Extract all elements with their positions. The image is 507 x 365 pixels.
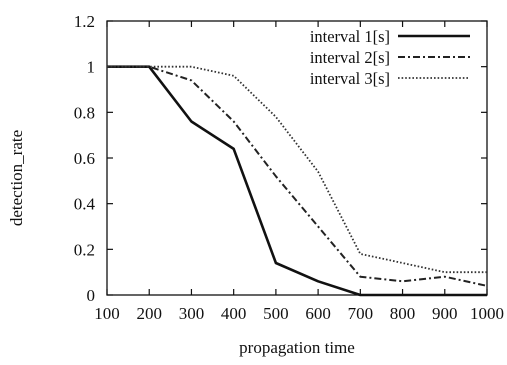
x-tick-label: 100 xyxy=(94,304,120,323)
x-tick-label: 1000 xyxy=(470,304,504,323)
series-line-2 xyxy=(107,65,488,287)
x-tick-label: 900 xyxy=(432,304,458,323)
x-tick-label: 300 xyxy=(179,304,205,323)
x-tick-label: 600 xyxy=(305,304,331,323)
legend: interval 1[s] interval 2[s] interval 3[s] xyxy=(310,27,470,88)
y-axis: 0 0.2 0.4 0.6 0.8 1 1.2 xyxy=(74,12,487,305)
x-tick-label: 700 xyxy=(348,304,374,323)
legend-label-1: interval 1[s] xyxy=(310,27,390,46)
plot-frame xyxy=(106,20,488,296)
x-axis: 100 200 300 400 500 600 700 800 900 1000 xyxy=(94,21,504,323)
legend-label-2: interval 2[s] xyxy=(310,48,390,67)
series-group xyxy=(107,65,488,297)
y-axis-label: detection_rate xyxy=(7,130,26,226)
y-tick-label: 0.4 xyxy=(74,195,96,214)
series-line-1 xyxy=(107,65,487,297)
y-tick-label: 1.2 xyxy=(74,12,95,31)
y-tick-label: 1 xyxy=(87,58,96,77)
y-tick-label: 0.6 xyxy=(74,149,95,168)
y-tick-label: 0.2 xyxy=(74,240,95,259)
series-line-3 xyxy=(107,65,487,274)
x-tick-label: 400 xyxy=(221,304,247,323)
x-tick-label: 800 xyxy=(390,304,416,323)
x-tick-label: 200 xyxy=(136,304,162,323)
legend-label-3: interval 3[s] xyxy=(310,69,390,88)
x-tick-label: 500 xyxy=(263,304,289,323)
y-tick-label: 0.8 xyxy=(74,103,95,122)
x-axis-label: propagation time xyxy=(239,338,355,357)
y-tick-label: 0 xyxy=(87,286,96,305)
